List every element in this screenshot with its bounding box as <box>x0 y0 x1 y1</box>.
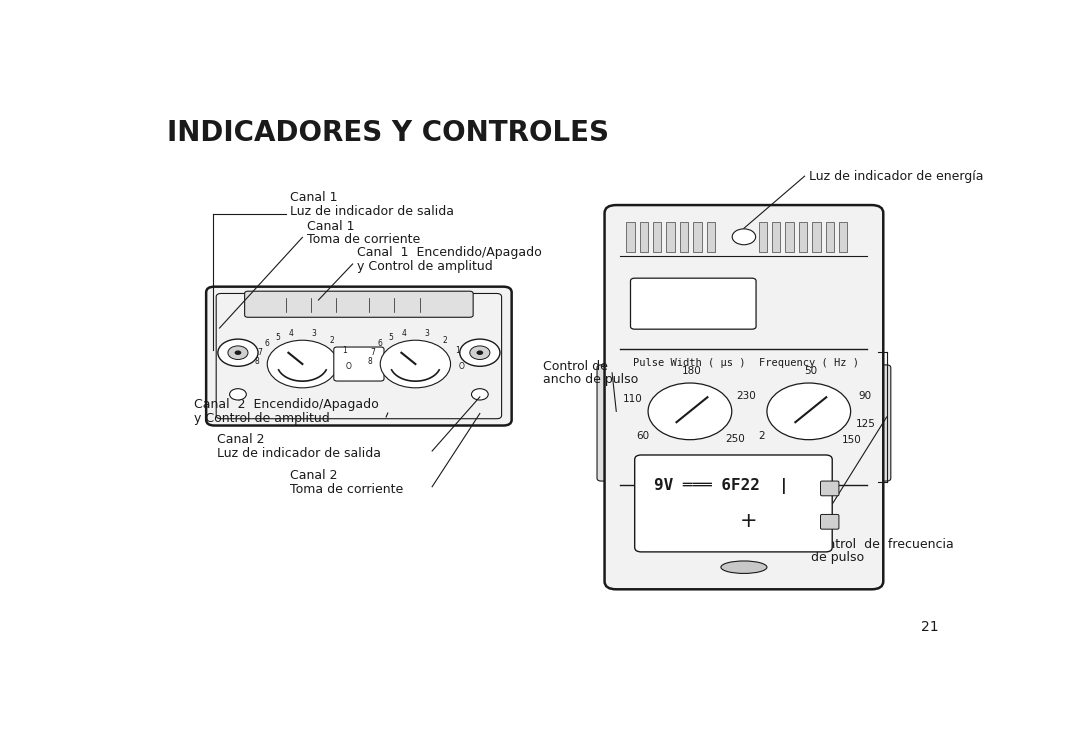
Circle shape <box>234 350 241 355</box>
Text: O: O <box>346 362 351 371</box>
Text: 3: 3 <box>312 330 316 339</box>
Circle shape <box>267 340 338 388</box>
Bar <box>825 222 834 252</box>
Bar <box>772 222 781 252</box>
Text: O: O <box>458 362 464 371</box>
Text: Control  de  frecuencia: Control de frecuencia <box>811 538 954 551</box>
Bar <box>639 222 648 252</box>
FancyBboxPatch shape <box>597 365 622 481</box>
Text: 9V ═══ 6F22  |: 9V ═══ 6F22 | <box>653 478 788 494</box>
Text: 7: 7 <box>257 348 262 357</box>
Text: 2: 2 <box>329 336 335 344</box>
Text: ancho de pulso: ancho de pulso <box>543 373 638 386</box>
FancyBboxPatch shape <box>334 347 384 381</box>
Text: Pulse Width ( μs ): Pulse Width ( μs ) <box>633 358 745 368</box>
Bar <box>653 222 661 252</box>
Text: 50: 50 <box>805 366 818 375</box>
Text: 60: 60 <box>636 431 649 442</box>
Text: Control de: Control de <box>543 360 608 373</box>
Text: 21: 21 <box>921 620 939 634</box>
FancyBboxPatch shape <box>631 278 756 329</box>
FancyBboxPatch shape <box>206 287 512 425</box>
Circle shape <box>472 389 488 400</box>
Text: 230: 230 <box>735 391 756 401</box>
Circle shape <box>767 383 851 439</box>
Text: y Control de amplitud: y Control de amplitud <box>356 260 492 273</box>
Text: Canal  2  Encendido/Apagado: Canal 2 Encendido/Apagado <box>193 398 378 411</box>
Text: de pulso: de pulso <box>811 551 864 565</box>
Text: Canal 2: Canal 2 <box>289 469 337 482</box>
Text: 8: 8 <box>367 357 372 366</box>
Text: 4: 4 <box>288 329 294 339</box>
Circle shape <box>648 383 732 439</box>
Text: 90: 90 <box>859 391 872 401</box>
Text: Frequency ( Hz ): Frequency ( Hz ) <box>758 358 859 368</box>
Circle shape <box>230 389 246 400</box>
Text: 4: 4 <box>402 329 407 339</box>
Text: 1: 1 <box>341 347 347 355</box>
Text: Canal 1: Canal 1 <box>307 220 354 233</box>
Text: 125: 125 <box>856 419 876 429</box>
Ellipse shape <box>720 561 767 573</box>
Text: 6: 6 <box>265 339 270 348</box>
Text: Canal  1  Encendido/Apagado: Canal 1 Encendido/Apagado <box>356 247 541 260</box>
FancyBboxPatch shape <box>245 291 473 317</box>
Text: 150: 150 <box>841 435 861 445</box>
Bar <box>799 222 807 252</box>
Text: 3: 3 <box>424 330 430 339</box>
Text: Canal 1: Canal 1 <box>289 191 337 205</box>
FancyBboxPatch shape <box>605 205 883 590</box>
FancyBboxPatch shape <box>821 481 839 496</box>
Circle shape <box>732 229 756 245</box>
Text: 8: 8 <box>254 357 259 366</box>
Text: 110: 110 <box>623 394 643 404</box>
Bar <box>812 222 821 252</box>
Text: 5: 5 <box>275 333 281 342</box>
Text: 6: 6 <box>378 339 382 348</box>
Text: Luz de indicador de energía: Luz de indicador de energía <box>809 170 983 183</box>
Text: 5: 5 <box>389 333 393 342</box>
FancyBboxPatch shape <box>866 365 891 481</box>
Circle shape <box>380 340 450 388</box>
Circle shape <box>460 339 500 367</box>
FancyBboxPatch shape <box>635 455 833 552</box>
Text: INDICADORES Y CONTROLES: INDICADORES Y CONTROLES <box>166 119 609 147</box>
Text: Luz de indicador de salida: Luz de indicador de salida <box>289 205 454 218</box>
Text: 1: 1 <box>455 347 459 355</box>
Bar <box>626 222 635 252</box>
Text: 2: 2 <box>758 431 765 442</box>
Text: 7: 7 <box>370 348 375 357</box>
Text: Toma de corriente: Toma de corriente <box>307 233 420 247</box>
Bar <box>693 222 702 252</box>
Text: y Control de amplitud: y Control de amplitud <box>193 412 329 425</box>
Bar <box>758 222 767 252</box>
Text: Toma de corriente: Toma de corriente <box>289 483 403 496</box>
Text: Luz de indicador de salida: Luz de indicador de salida <box>217 447 381 460</box>
FancyBboxPatch shape <box>821 514 839 529</box>
Bar <box>839 222 848 252</box>
Bar <box>785 222 794 252</box>
Text: 250: 250 <box>725 434 744 444</box>
Bar <box>666 222 675 252</box>
Bar <box>706 222 715 252</box>
Text: +: + <box>740 511 757 531</box>
Text: Canal 2: Canal 2 <box>217 434 265 447</box>
Text: 2: 2 <box>443 336 447 344</box>
Circle shape <box>476 350 483 355</box>
Circle shape <box>470 346 490 359</box>
Text: 180: 180 <box>683 366 702 375</box>
Circle shape <box>228 346 248 359</box>
Circle shape <box>218 339 258 367</box>
Bar <box>680 222 688 252</box>
